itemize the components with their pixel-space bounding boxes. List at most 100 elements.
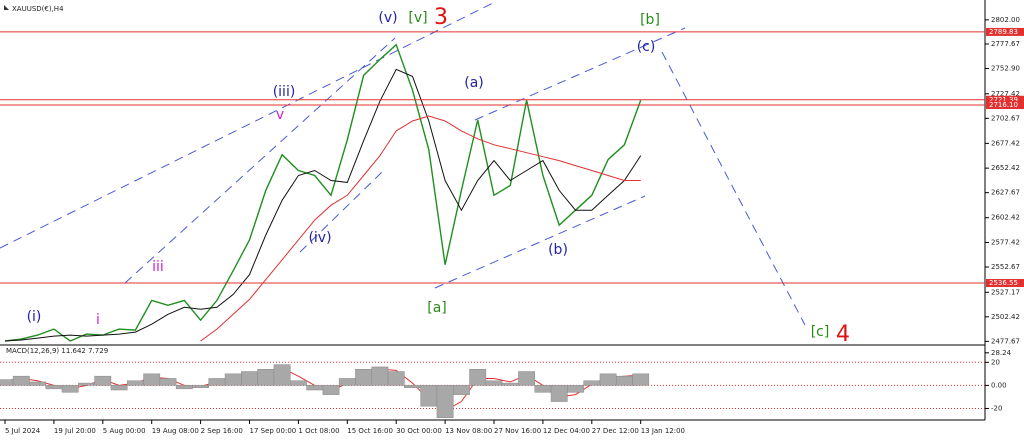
wave-label: iii xyxy=(152,259,164,275)
y-tick-label: 2477.67 xyxy=(991,337,1020,345)
histogram-bar xyxy=(45,385,63,390)
histogram-bar xyxy=(567,385,584,393)
histogram-bar xyxy=(0,379,14,386)
histogram-bar xyxy=(29,381,46,386)
histogram-bar xyxy=(371,366,389,386)
x-tick-label: 12 Dec 04:00 xyxy=(543,427,590,435)
x-tick-label: 17 Sep 00:00 xyxy=(250,427,297,435)
histogram-bar xyxy=(322,385,340,395)
x-tick-label: 27 Dec 12:00 xyxy=(592,427,639,435)
y-tick-label: 28.24 xyxy=(991,349,1012,357)
y-tick-label: 2552.67 xyxy=(991,263,1020,271)
y-tick-label: -20 xyxy=(991,404,1002,412)
histogram-bar xyxy=(224,373,242,386)
y-tick-label: 2527.17 xyxy=(991,288,1020,296)
level-label-bg xyxy=(986,95,1024,104)
trend-line xyxy=(661,51,806,326)
x-tick-label: 13 Nov 08:00 xyxy=(445,427,492,435)
x-tick-label: 2 Sep 16:00 xyxy=(201,427,243,435)
histogram-bar xyxy=(159,378,177,386)
histogram-bar xyxy=(306,385,324,391)
x-tick-label: 19 Aug 08:00 xyxy=(152,427,199,435)
x-tick-label: 19 Jul 20:00 xyxy=(54,427,96,435)
level-label: 2716.10 xyxy=(989,101,1018,109)
x-tick-label: 27 Nov 16:00 xyxy=(494,427,541,435)
trend-line xyxy=(299,171,383,253)
wave-label: (c) xyxy=(637,39,656,55)
level-label: 2789.83 xyxy=(989,28,1018,36)
price-line xyxy=(4,68,642,342)
histogram-bar xyxy=(61,385,79,393)
wave-label: (i) xyxy=(27,309,42,325)
histogram-bar xyxy=(257,368,275,386)
histogram-bar xyxy=(290,380,307,386)
histogram-bar xyxy=(420,385,438,407)
y-tick-label: 2502.42 xyxy=(991,313,1020,321)
histogram-bar xyxy=(404,385,421,388)
y-tick-label: 2677.42 xyxy=(991,139,1020,147)
wave-label: (a) xyxy=(464,75,484,91)
x-tick-label: 5 Jul 2024 xyxy=(5,427,41,435)
wave-label: [b] xyxy=(640,12,660,28)
wave-label: v xyxy=(276,107,284,123)
wave-label: i xyxy=(96,312,100,328)
level-label-bg xyxy=(986,101,1024,110)
histogram-bar xyxy=(143,373,161,386)
histogram-bar xyxy=(436,385,454,418)
histogram-bar xyxy=(550,385,568,402)
y-tick-label: 2627.67 xyxy=(991,189,1020,197)
histogram-bar xyxy=(241,371,258,386)
price-line xyxy=(200,115,641,342)
histogram-bar xyxy=(485,380,503,386)
histogram-bar xyxy=(501,382,519,386)
histogram-bar xyxy=(518,371,536,386)
wave-label: [v] xyxy=(408,10,427,26)
price-line xyxy=(4,43,642,342)
histogram-bar xyxy=(78,382,95,386)
histogram-bar xyxy=(94,375,112,386)
histogram-bar xyxy=(355,368,373,386)
histogram-bar xyxy=(127,380,144,386)
x-tick-label: 15 Oct 16:00 xyxy=(347,427,393,435)
y-tick-label: 2752.90 xyxy=(991,65,1020,73)
wave-label: (b) xyxy=(548,242,568,258)
wave-label: [c] xyxy=(811,324,830,340)
y-tick-label: 2652.42 xyxy=(991,164,1020,172)
x-tick-label: 13 Jan 12:00 xyxy=(641,427,685,435)
x-tick-label: 1 Oct 08:00 xyxy=(298,427,339,435)
y-tick-label: 2577.42 xyxy=(991,238,1020,246)
histogram-bar xyxy=(110,385,128,391)
y-tick-label: 2727.42 xyxy=(991,90,1020,98)
y-tick-label: 20 xyxy=(991,358,1000,366)
level-label: 2721.39 xyxy=(989,96,1018,104)
y-tick-label: 0.00 xyxy=(991,381,1007,389)
level-label: 2536.55 xyxy=(989,279,1018,287)
y-tick-label: 2602.42 xyxy=(991,214,1020,222)
x-tick-label: 5 Aug 00:00 xyxy=(103,427,146,435)
wave-label: 3 xyxy=(434,5,448,30)
x-tick-label: 30 Oct 00:00 xyxy=(396,427,442,435)
level-label-bg xyxy=(986,27,1024,36)
histogram-bar xyxy=(453,385,470,395)
trend-line xyxy=(434,195,646,289)
histogram-bar xyxy=(583,380,601,386)
y-tick-label: 2777.67 xyxy=(991,40,1020,48)
chart-title: XAUUSD(€),H4 xyxy=(12,5,64,13)
histogram-bar xyxy=(12,375,30,386)
y-tick-label: 2802.00 xyxy=(991,16,1020,24)
histogram-bar xyxy=(208,378,226,386)
indicator-title: MACD(12,26,9) 11.642 7.729 xyxy=(6,347,108,355)
symbol-icon xyxy=(4,5,9,10)
histogram-bar xyxy=(192,385,209,388)
histogram-bar xyxy=(616,375,633,386)
histogram-bar xyxy=(469,368,487,386)
trend-line xyxy=(0,2,494,249)
histogram-bar xyxy=(338,378,356,386)
trend-line xyxy=(124,37,396,284)
histogram-bar xyxy=(599,373,617,386)
level-label-bg xyxy=(986,278,1024,287)
histogram-bar xyxy=(534,385,552,393)
histogram-bar xyxy=(387,371,405,386)
